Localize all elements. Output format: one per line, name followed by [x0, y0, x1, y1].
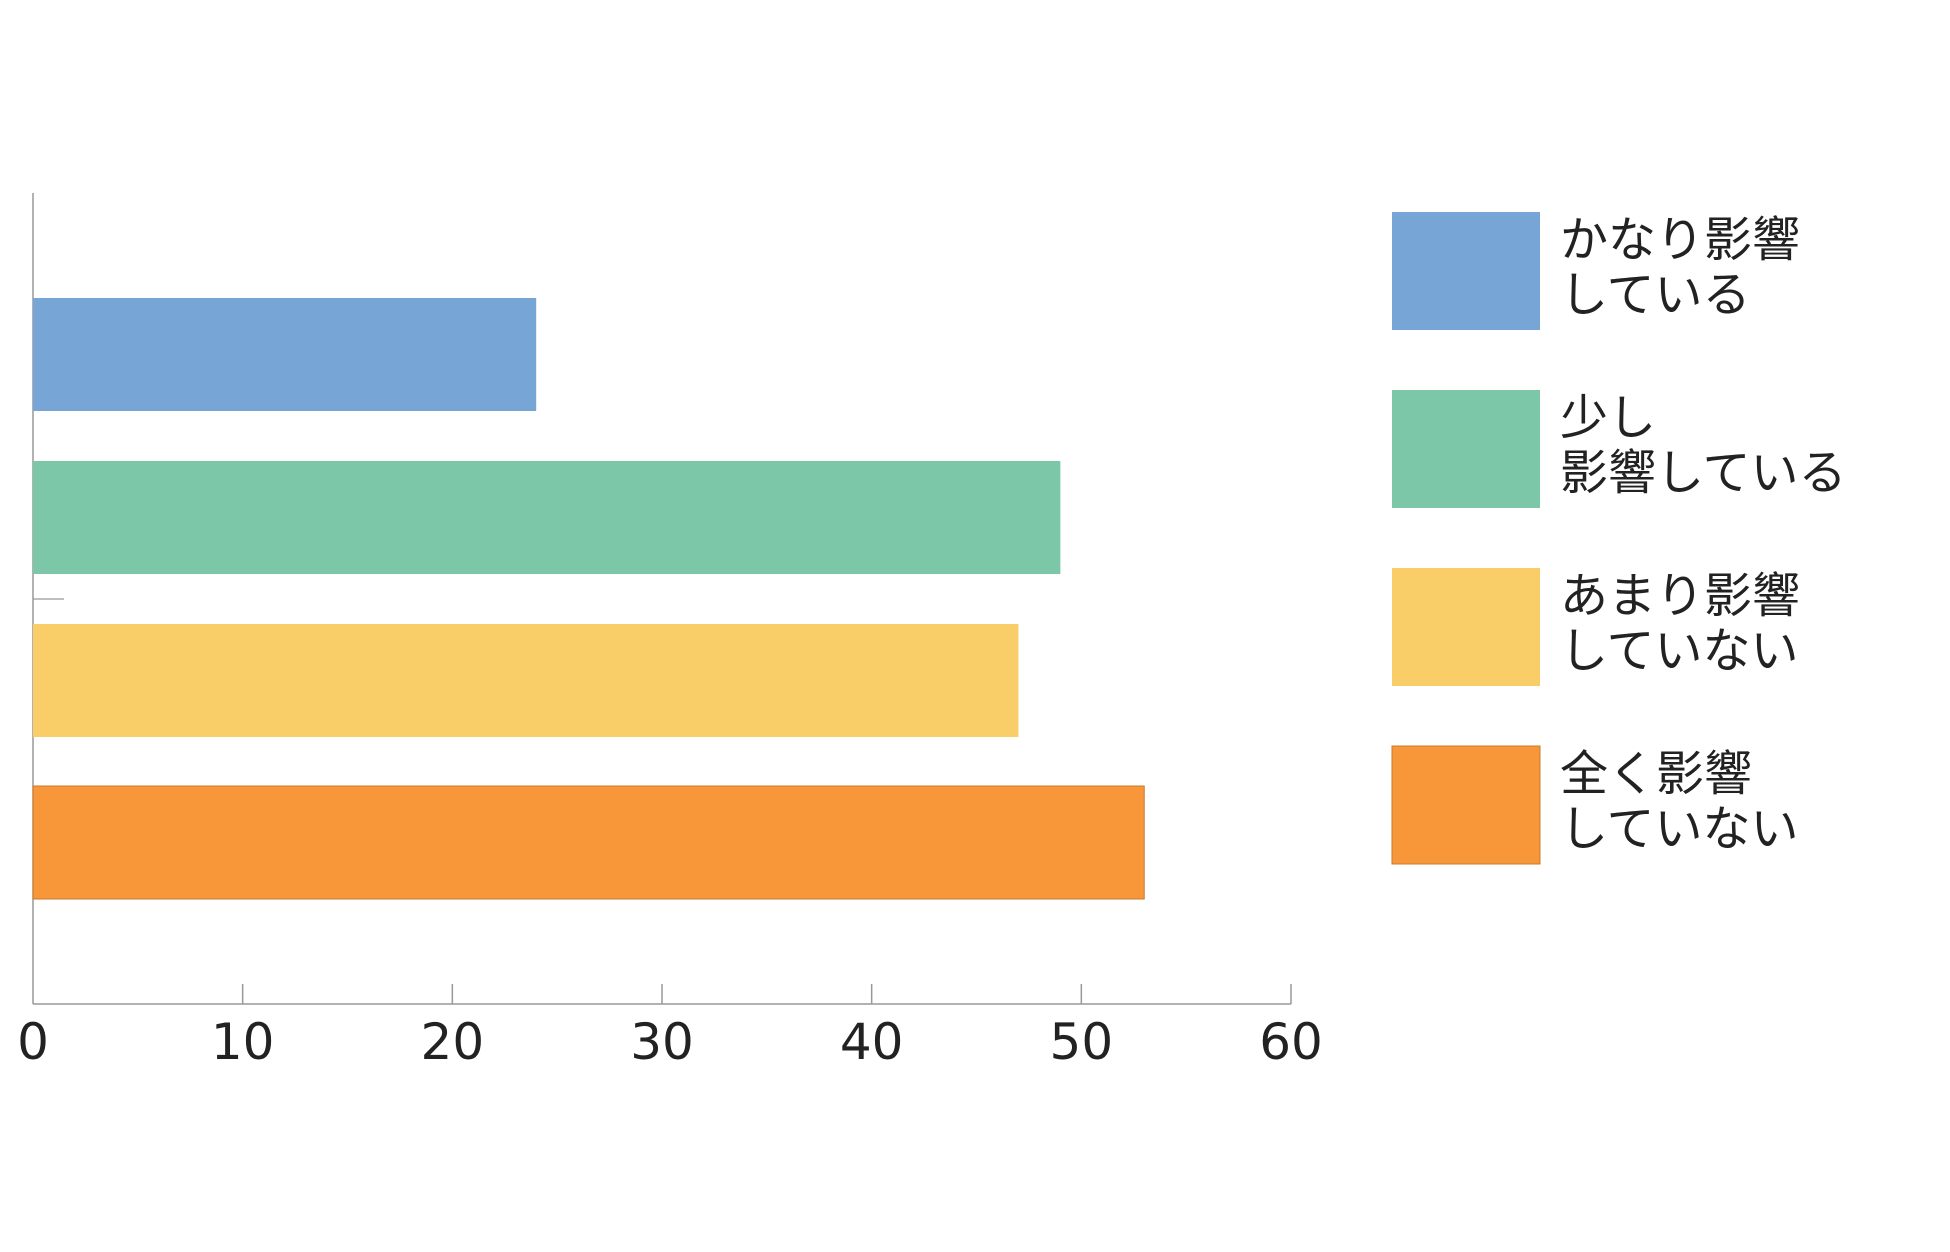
bar	[33, 298, 537, 411]
x-tick-label: 50	[1050, 1013, 1114, 1071]
bar	[33, 461, 1061, 574]
legend-swatch	[1392, 568, 1540, 686]
legend-label: 少し	[1560, 390, 1656, 446]
x-tick-label: 0	[17, 1013, 49, 1071]
legend-swatch	[1392, 212, 1540, 330]
legend-label: 影響している	[1560, 445, 1847, 501]
legend-label: あまり影響	[1560, 568, 1800, 624]
legend-label: かなり影響	[1560, 212, 1800, 268]
bar	[33, 624, 1019, 737]
bar	[32, 785, 1145, 900]
legend-label: 全く影響	[1560, 746, 1752, 802]
bars	[32, 298, 1145, 900]
x-tick-label: 60	[1259, 1013, 1323, 1071]
x-axis-ticks: 0 10 20 30 40 50 60	[17, 984, 1323, 1071]
x-tick-label: 20	[421, 1013, 485, 1071]
x-tick-label: 40	[840, 1013, 904, 1071]
legend-swatch	[1392, 390, 1540, 508]
legend-swatch	[1391, 745, 1541, 865]
legend-label: していない	[1560, 623, 1799, 679]
x-tick-label: 30	[630, 1013, 694, 1071]
x-tick-label: 10	[211, 1013, 275, 1071]
legend-label: している	[1560, 267, 1751, 323]
legend-label: していない	[1560, 801, 1799, 857]
